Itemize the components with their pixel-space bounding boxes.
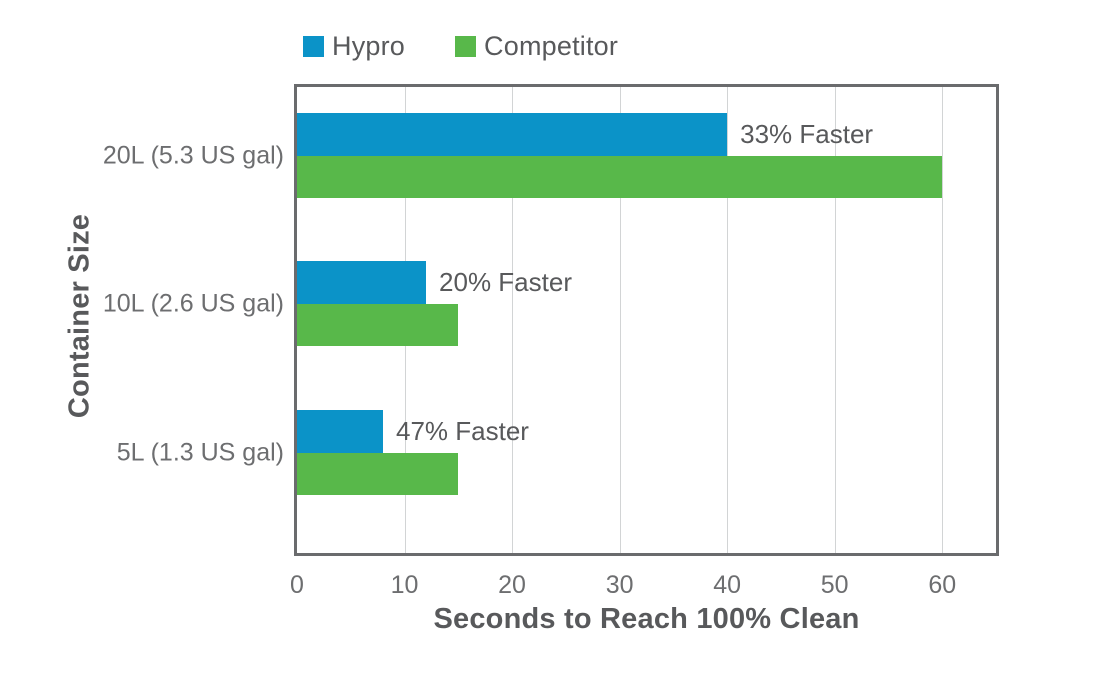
bar-competitor-1 (297, 304, 459, 347)
gridline-40 (727, 87, 729, 553)
category-label-0: 20L (5.3 US gal) (102, 141, 284, 170)
gridline-50 (834, 87, 836, 553)
y-axis-title: Container Size (63, 213, 96, 419)
x-tick-label-40: 40 (713, 571, 742, 599)
gridline-20 (512, 87, 514, 553)
plot-area: 33% Faster 20% Faster 47% Faster (294, 84, 999, 556)
x-axis-title: Seconds to Reach 100% Clean (433, 603, 860, 635)
bar-hypro-0 (297, 113, 728, 156)
bar-annotation-2: 47% Faster (396, 415, 529, 446)
plot-inner: 33% Faster 20% Faster 47% Faster (297, 87, 996, 553)
x-axis-ticks: 0 10 20 30 40 50 60 (290, 571, 996, 601)
x-tick-label-10: 10 (390, 571, 419, 599)
legend-item-hypro: Hypro (303, 31, 405, 62)
bar-annotation-0: 33% Faster (740, 119, 874, 149)
bar-hypro-2 (297, 409, 384, 453)
bar-competitor-2 (297, 452, 459, 495)
legend-label-hypro: Hypro (332, 31, 406, 61)
category-label-1: 10L (2.6 US gal) (102, 289, 284, 318)
legend-item-competitor: Competitor (455, 31, 618, 62)
bar-competitor-0 (297, 156, 943, 198)
bar-annotation-1: 20% Faster (439, 267, 572, 298)
x-tick-label-30: 30 (605, 571, 634, 599)
x-tick-label-50: 50 (820, 571, 849, 599)
x-tick-label-20: 20 (498, 571, 526, 599)
competitor-swatch-icon (455, 36, 477, 57)
gridline-30 (619, 87, 621, 553)
gridline-60 (942, 87, 944, 553)
legend-label-competitor: Competitor (484, 31, 619, 61)
legend: Hypro Competitor (303, 31, 618, 62)
category-label-2: 5L (1.3 US gal) (116, 438, 284, 466)
bar-hypro-1 (297, 261, 427, 305)
x-tick-label-0: 0 (290, 571, 304, 599)
x-tick-label-60: 60 (928, 571, 957, 599)
hypro-swatch-icon (303, 36, 324, 57)
